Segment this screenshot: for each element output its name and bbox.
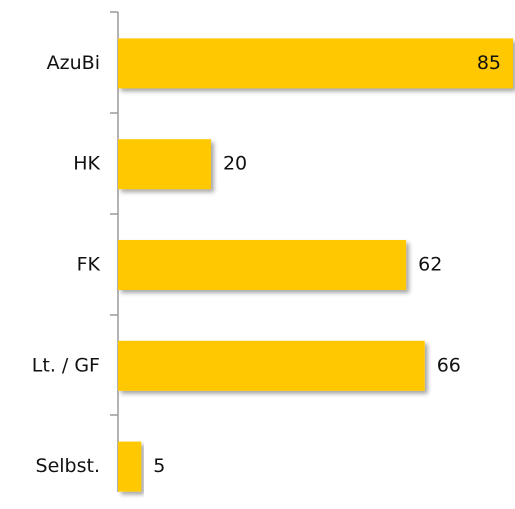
category-label: Selbst. [36, 455, 100, 477]
value-label: 85 [477, 52, 501, 74]
category-label: Lt. / GF [32, 354, 100, 376]
bar [118, 38, 513, 89]
category-label: HK [73, 153, 100, 175]
value-label: 66 [437, 354, 461, 376]
value-label: 62 [418, 254, 442, 276]
bar [118, 240, 407, 290]
value-label: 5 [153, 455, 165, 477]
bar [118, 340, 425, 391]
category-label: FK [77, 254, 101, 276]
bar [118, 441, 142, 492]
bar [118, 139, 211, 190]
category-label: AzuBi [47, 52, 100, 74]
value-label: 20 [223, 153, 247, 175]
axis [110, 11, 119, 492]
